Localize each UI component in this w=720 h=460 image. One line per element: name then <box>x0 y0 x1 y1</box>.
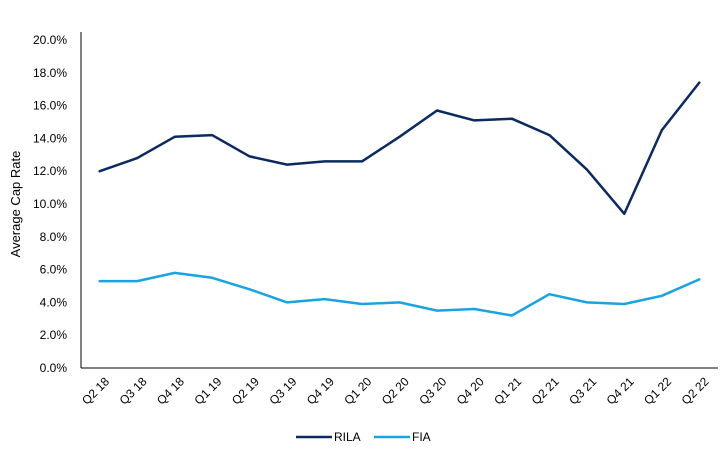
x-tick-label: Q2 20 <box>379 374 412 407</box>
x-tick-label: Q2 22 <box>679 374 712 407</box>
legend-label-fia: FIA <box>412 430 431 444</box>
x-tick-label: Q1 19 <box>191 374 224 407</box>
legend: RILA FIA <box>296 430 431 444</box>
y-tick-label: 6.0% <box>40 263 68 277</box>
x-tick-label: Q2 21 <box>529 374 562 407</box>
y-tick-label: 16.0% <box>33 99 67 113</box>
y-axis-ticks: 0.0% 2.0% 4.0% 6.0% 8.0% 10.0% 12.0% 14.0% 16.0%… <box>33 33 67 375</box>
x-tick-label: Q3 18 <box>117 374 150 407</box>
y-tick-label: 4.0% <box>40 295 68 309</box>
y-tick-label: 8.0% <box>40 230 68 244</box>
series-line-fia <box>98 271 701 317</box>
x-tick-label: Q2 18 <box>79 374 112 407</box>
x-axis-ticks: Q2 18 Q3 18 Q4 18 Q1 19 Q2 19 Q3 19 Q4 19 Q1 20… <box>79 374 712 407</box>
series-line-rila <box>98 81 701 216</box>
y-tick-label: 2.0% <box>40 328 68 342</box>
x-tick-label: Q1 20 <box>341 374 374 407</box>
x-tick-label: Q3 19 <box>266 374 299 407</box>
y-tick-label: 18.0% <box>33 66 67 80</box>
x-tick-label: Q1 22 <box>641 374 674 407</box>
x-tick-label: Q4 18 <box>154 374 187 407</box>
x-tick-label: Q4 19 <box>304 374 337 407</box>
y-tick-label: 10.0% <box>33 197 67 211</box>
x-tick-label: Q3 21 <box>566 374 599 407</box>
x-tick-label: Q4 21 <box>604 374 637 407</box>
x-tick-label: Q2 19 <box>229 374 262 407</box>
y-tick-label: 14.0% <box>33 131 67 145</box>
series-lines <box>98 81 701 317</box>
legend-label-rila: RILA <box>334 430 361 444</box>
y-tick-label: 20.0% <box>33 33 67 47</box>
x-tick-label: Q1 21 <box>491 374 524 407</box>
y-tick-label: 0.0% <box>40 361 68 375</box>
y-tick-label: 12.0% <box>33 164 67 178</box>
y-axis-title: Average Cap Rate <box>8 151 23 258</box>
x-tick-label: Q3 20 <box>416 374 449 407</box>
x-tick-label: Q4 20 <box>454 374 487 407</box>
